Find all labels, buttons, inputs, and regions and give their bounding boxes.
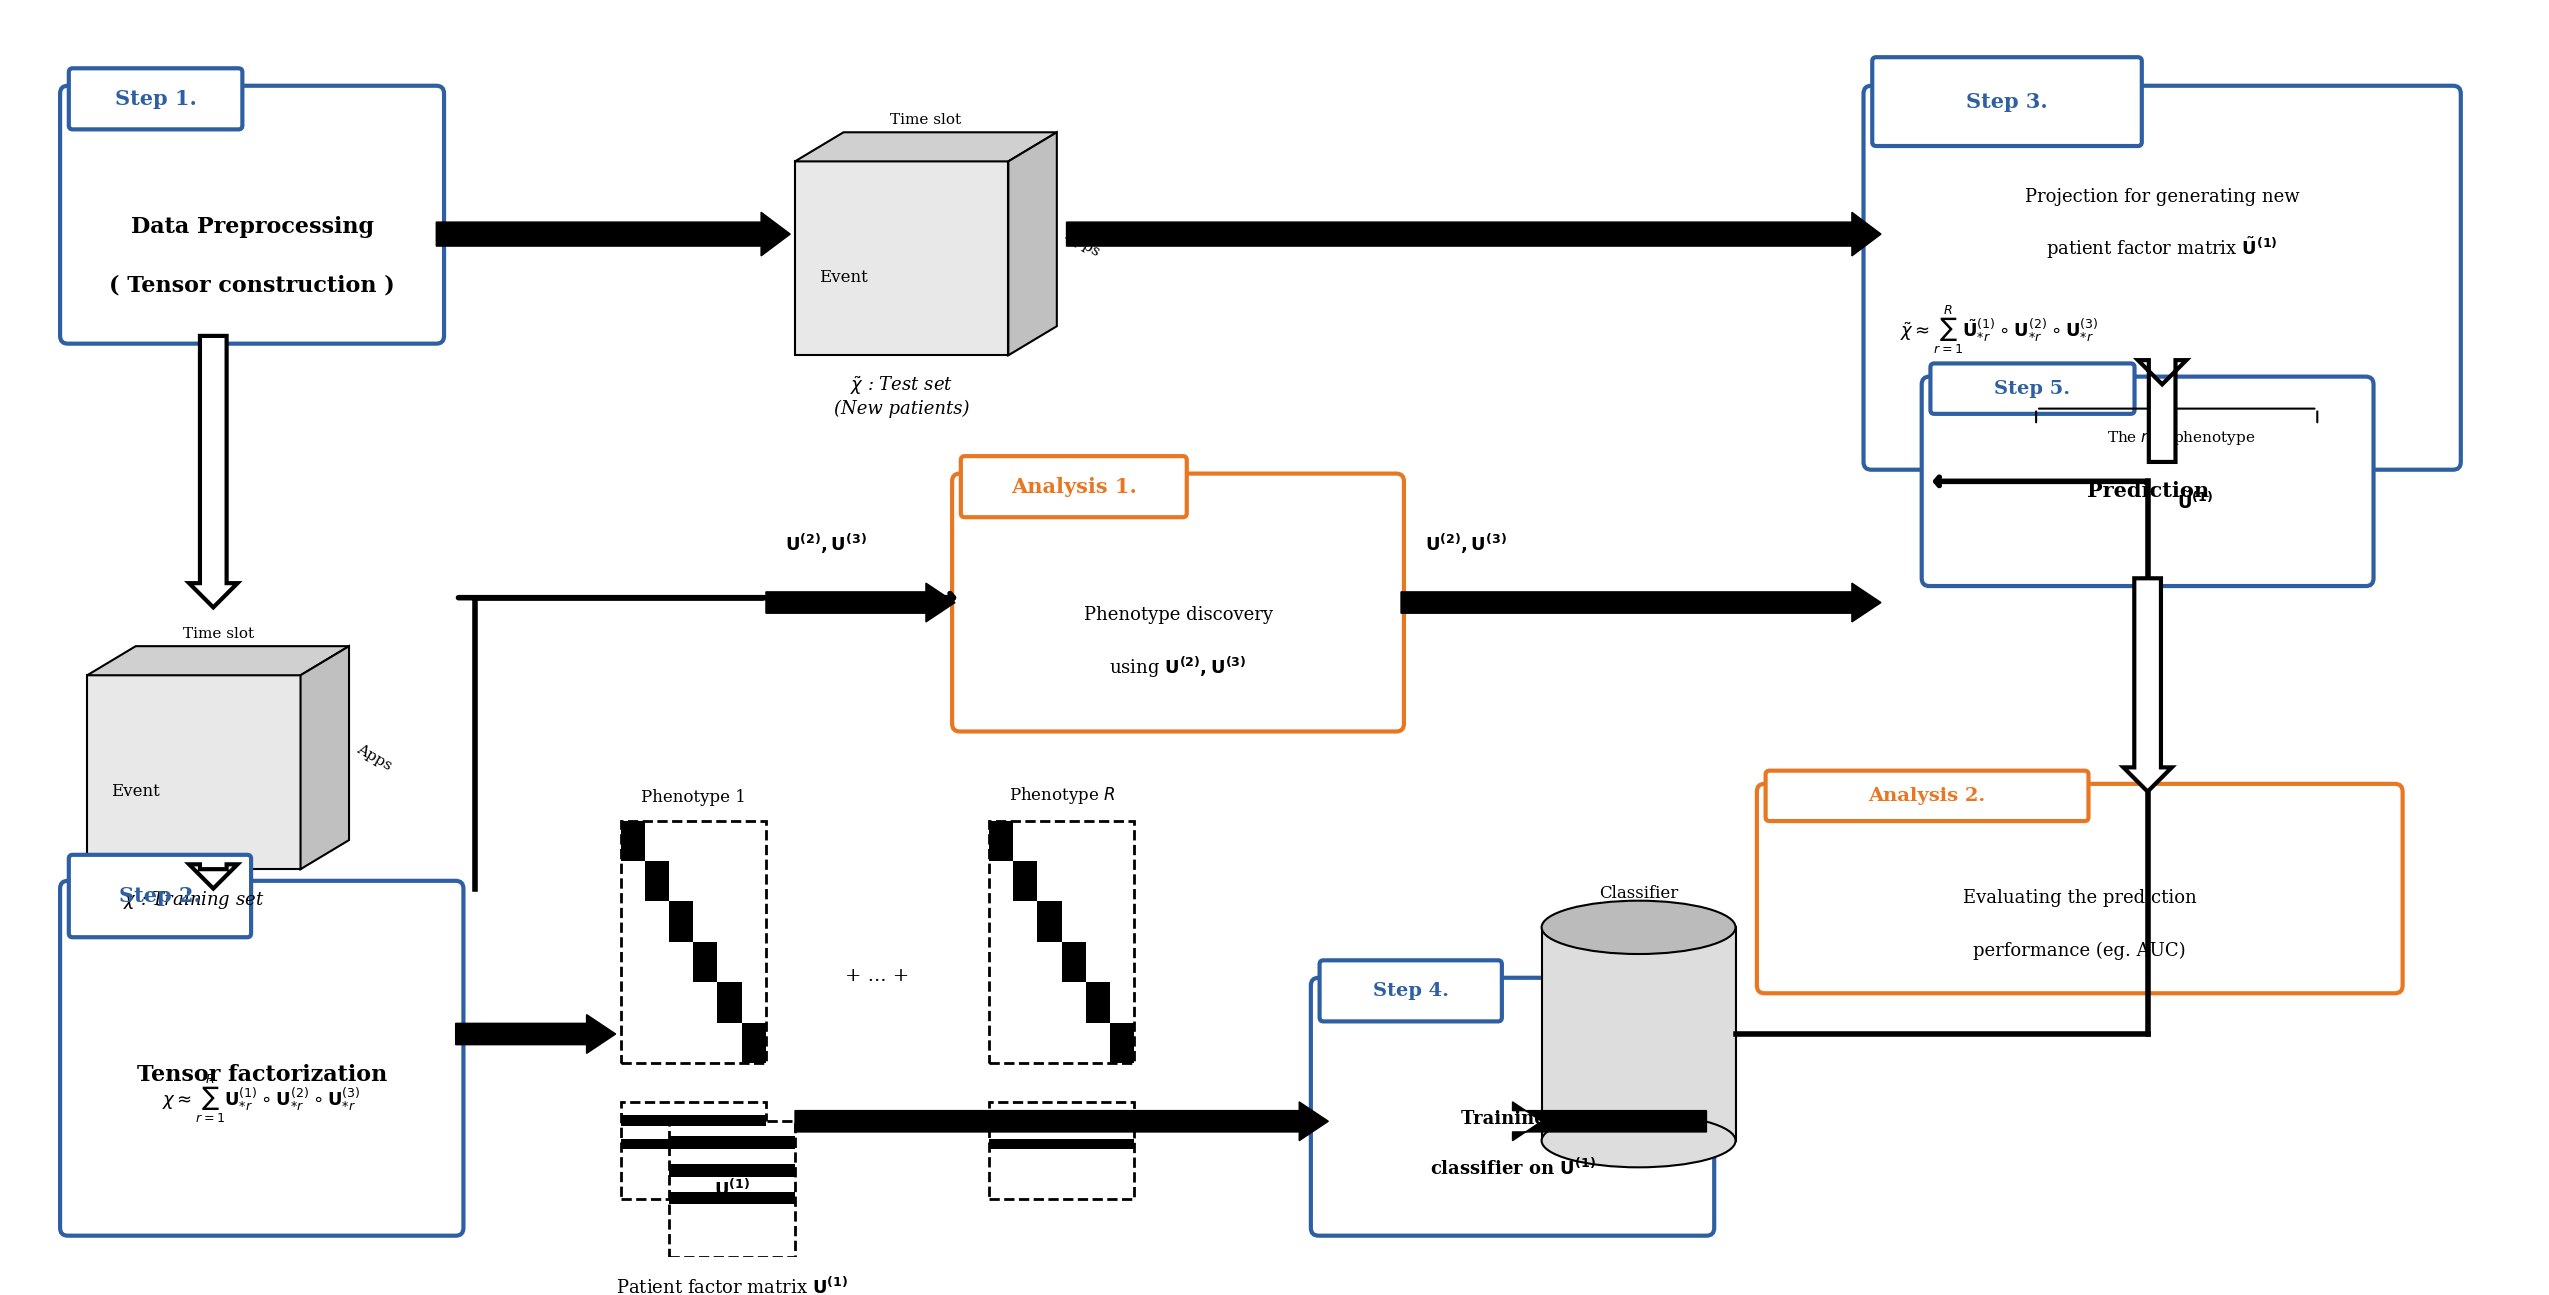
FancyBboxPatch shape [87, 675, 301, 869]
FancyBboxPatch shape [989, 1102, 1134, 1199]
FancyBboxPatch shape [961, 456, 1188, 517]
Polygon shape [795, 1102, 1328, 1141]
Text: Step 5.: Step 5. [1993, 379, 2070, 398]
Text: Data Preprocessing: Data Preprocessing [130, 216, 375, 238]
FancyBboxPatch shape [619, 1102, 765, 1199]
Text: The $r$-th phenotype: The $r$-th phenotype [2108, 429, 2256, 447]
Text: Patient factor matrix $\mathbf{U^{(1)}}$: Patient factor matrix $\mathbf{U^{(1)}}$ [617, 1277, 849, 1295]
Bar [645, 861, 668, 901]
Bar [668, 1164, 795, 1177]
Text: Phenotype 1: Phenotype 1 [640, 789, 747, 807]
Text: Phenotype $R$: Phenotype $R$ [1009, 785, 1114, 807]
Polygon shape [189, 335, 237, 607]
Text: Event: Event [818, 269, 867, 286]
Text: $\mathbf{U^{(2)}, U^{(3)}}$: $\mathbf{U^{(2)}, U^{(3)}}$ [785, 532, 867, 557]
Polygon shape [1009, 132, 1058, 355]
Bar [716, 983, 742, 1023]
FancyBboxPatch shape [1310, 978, 1715, 1235]
FancyBboxPatch shape [989, 821, 1134, 1063]
Bar [668, 1191, 795, 1204]
Bar [742, 1023, 765, 1063]
Text: $\mathbf{U^{(1)}}$: $\mathbf{U^{(1)}}$ [714, 1178, 749, 1199]
Text: Time slot: Time slot [890, 114, 961, 127]
Ellipse shape [1542, 901, 1736, 954]
Text: Step 2.: Step 2. [120, 886, 201, 906]
Text: Apps: Apps [354, 742, 395, 773]
FancyBboxPatch shape [953, 474, 1404, 732]
Text: Step 1.: Step 1. [115, 89, 196, 109]
FancyBboxPatch shape [61, 881, 464, 1235]
FancyBboxPatch shape [1930, 364, 2134, 414]
Text: Analysis 1.: Analysis 1. [1012, 477, 1137, 497]
Polygon shape [2123, 579, 2172, 791]
Polygon shape [87, 646, 349, 675]
Text: Time slot: Time slot [184, 627, 255, 641]
FancyBboxPatch shape [1766, 771, 2088, 821]
Polygon shape [1065, 212, 1881, 256]
Polygon shape [765, 583, 956, 622]
Text: $\mathbf{\tilde{U}^{(1)}}$: $\mathbf{\tilde{U}^{(1)}}$ [2177, 491, 2213, 513]
Text: $\chi \approx \sum_{r=1}^{R} \mathbf{U}_{*r}^{(1)} \circ \mathbf{U}_{*r}^{(2)} \: $\chi \approx \sum_{r=1}^{R} \mathbf{U}_… [163, 1072, 362, 1125]
FancyBboxPatch shape [61, 85, 444, 343]
Text: $\mathbf{U^{(2)}, U^{(3)}}$: $\mathbf{U^{(2)}, U^{(3)}}$ [1425, 532, 1506, 557]
Polygon shape [1402, 583, 1881, 622]
FancyBboxPatch shape [619, 821, 765, 1063]
Bar [668, 1136, 795, 1149]
FancyBboxPatch shape [1320, 961, 1501, 1022]
Polygon shape [2139, 360, 2187, 462]
Text: classifier on $\mathbf{U^{(1)}}$: classifier on $\mathbf{U^{(1)}}$ [1430, 1158, 1596, 1178]
Text: Evaluating the prediction: Evaluating the prediction [1963, 890, 2197, 908]
Bar [1086, 983, 1111, 1023]
Text: Step 4.: Step 4. [1374, 982, 1448, 1000]
Bar [1012, 861, 1037, 901]
Text: Event: Event [112, 783, 161, 800]
Bar [1037, 901, 1063, 941]
Text: Projection for generating new: Projection for generating new [2024, 188, 2299, 206]
Text: patient factor matrix $\mathbf{\tilde{U}^{(1)}}$: patient factor matrix $\mathbf{\tilde{U}… [2047, 236, 2279, 262]
Bar [989, 1138, 1134, 1149]
FancyBboxPatch shape [69, 69, 242, 130]
FancyBboxPatch shape [1922, 377, 2373, 587]
Text: $\chi$ : Training set: $\chi$ : Training set [122, 888, 265, 910]
Text: Apps: Apps [1063, 228, 1101, 259]
FancyBboxPatch shape [1542, 927, 1736, 1141]
Text: + ... +: + ... + [846, 967, 910, 984]
FancyBboxPatch shape [1863, 85, 2460, 470]
Polygon shape [189, 864, 237, 888]
FancyBboxPatch shape [1874, 57, 2141, 146]
Text: using $\mathbf{U^{(2)}, U^{(3)}}$: using $\mathbf{U^{(2)}, U^{(3)}}$ [1109, 655, 1246, 680]
Text: $\tilde{\chi}$ : Test set
(New patients): $\tilde{\chi}$ : Test set (New patients) [834, 374, 969, 418]
Text: $\tilde{\chi} \approx \sum_{r=1}^{R} \tilde{\mathbf{U}}_{*r}^{(1)} \circ \mathbf: $\tilde{\chi} \approx \sum_{r=1}^{R} \ti… [1902, 303, 2098, 356]
Bar [1063, 941, 1086, 983]
Text: Tensor factorization: Tensor factorization [138, 1064, 387, 1087]
Text: Training a: Training a [1461, 1110, 1565, 1128]
Polygon shape [456, 1014, 617, 1053]
Text: Prediction: Prediction [2088, 480, 2207, 501]
Bar [619, 1115, 765, 1125]
Polygon shape [795, 132, 1058, 162]
Polygon shape [436, 212, 790, 256]
Bar [619, 821, 645, 861]
Text: performance (eg. AUC): performance (eg. AUC) [1973, 941, 2187, 960]
Text: ( Tensor construction ): ( Tensor construction ) [110, 275, 395, 297]
Text: Analysis 2.: Analysis 2. [1868, 787, 1986, 805]
Bar [668, 901, 693, 941]
Text: Phenotype discovery: Phenotype discovery [1083, 606, 1272, 624]
Text: Step 3.: Step 3. [1965, 92, 2047, 111]
Bar [619, 1138, 765, 1149]
Bar [1111, 1023, 1134, 1063]
FancyBboxPatch shape [795, 162, 1009, 355]
Bar [693, 941, 716, 983]
FancyBboxPatch shape [668, 1121, 795, 1257]
Bar [989, 821, 1012, 861]
Ellipse shape [1542, 1114, 1736, 1167]
Text: Classifier: Classifier [1598, 884, 1677, 901]
Polygon shape [301, 646, 349, 869]
FancyBboxPatch shape [1756, 783, 2404, 993]
Polygon shape [1512, 1102, 1705, 1141]
FancyBboxPatch shape [69, 855, 252, 938]
Bar [989, 1115, 1134, 1125]
